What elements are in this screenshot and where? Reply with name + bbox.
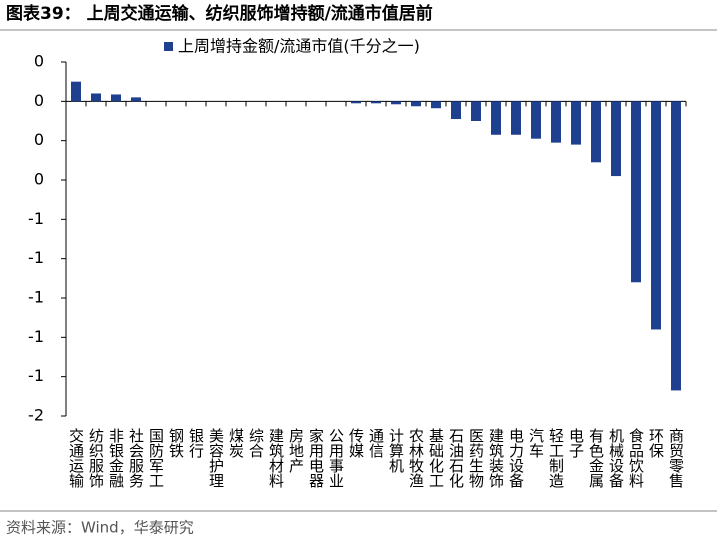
bar bbox=[511, 101, 521, 135]
bar bbox=[651, 101, 661, 330]
y-tick-label: 0 bbox=[34, 170, 44, 189]
y-tick-label: -2 bbox=[28, 406, 44, 425]
chart-title: 图表39： 上周交通运输、纺织服饰增持额/流通市值居前 bbox=[6, 3, 433, 24]
y-tick-label: -1 bbox=[28, 366, 44, 385]
x-tick-label: 有色金属 bbox=[587, 428, 605, 488]
x-tick-label: 美容护理 bbox=[207, 428, 225, 488]
y-tick-label: 0 bbox=[34, 130, 44, 149]
y-tick-label: -1 bbox=[28, 248, 44, 267]
x-tick-label: 计算机 bbox=[387, 428, 405, 474]
bar bbox=[351, 101, 361, 104]
bar bbox=[371, 101, 381, 104]
bar bbox=[611, 101, 621, 177]
bar bbox=[671, 101, 681, 391]
bar bbox=[131, 97, 141, 102]
bar bbox=[71, 81, 81, 102]
bar bbox=[551, 101, 561, 143]
x-tick-label: 银行 bbox=[187, 428, 205, 459]
x-tick-label: 钢铁 bbox=[167, 428, 185, 458]
x-tick-label: 医药生物 bbox=[467, 428, 485, 489]
x-tick-label: 基础化工 bbox=[427, 428, 445, 488]
bar bbox=[491, 101, 501, 135]
y-tick-label: -1 bbox=[28, 327, 44, 346]
x-tick-label: 煤炭 bbox=[227, 428, 245, 458]
bar bbox=[471, 101, 481, 121]
x-tick-label: 环保 bbox=[647, 428, 665, 458]
bar bbox=[451, 101, 461, 120]
x-tick-label: 房地产 bbox=[287, 428, 305, 473]
bar bbox=[91, 93, 101, 102]
x-tick-label: 农林牧渔 bbox=[407, 428, 425, 488]
y-tick-label: 0 bbox=[34, 91, 44, 110]
x-tick-label: 综合 bbox=[247, 428, 265, 458]
x-tick-label: 电子 bbox=[567, 428, 585, 458]
source: 资料来源：Wind，华泰研究 bbox=[6, 519, 194, 537]
bar bbox=[571, 101, 581, 145]
x-tick-label: 轻工制造 bbox=[547, 428, 565, 489]
x-tick-label: 汽车 bbox=[527, 428, 545, 458]
bar bbox=[591, 101, 601, 163]
x-tick-label: 交通运输 bbox=[67, 427, 85, 488]
x-tick-label: 食品饮料 bbox=[627, 428, 645, 488]
y-tick-label: -1 bbox=[28, 288, 44, 307]
x-tick-label: 建筑装饰 bbox=[487, 428, 505, 488]
bar bbox=[631, 101, 641, 283]
legend-label: 上周增持金额/流通市值(千分之一) bbox=[178, 37, 420, 56]
x-tick-label: 国防军工 bbox=[147, 428, 165, 488]
x-tick-label: 电力设备 bbox=[507, 428, 525, 488]
bar bbox=[431, 101, 441, 109]
bar bbox=[411, 101, 421, 107]
x-tick-label: 石油石化 bbox=[447, 428, 465, 488]
x-tick-label: 家用电器 bbox=[307, 428, 325, 488]
x-tick-label: 通信 bbox=[367, 428, 385, 458]
x-tick-label: 商贸零售 bbox=[667, 428, 685, 488]
x-tick-label: 社会服务 bbox=[127, 428, 145, 489]
bar bbox=[531, 101, 541, 139]
x-tick-label: 传媒 bbox=[347, 428, 365, 458]
bar bbox=[111, 94, 121, 102]
y-tick-label: 0 bbox=[34, 52, 44, 71]
x-tick-label: 纺织服饰 bbox=[87, 428, 105, 488]
x-tick-label: 机械设备 bbox=[607, 428, 625, 488]
bar bbox=[391, 101, 401, 105]
y-tick-label: -1 bbox=[28, 209, 44, 228]
x-tick-label: 非银金融 bbox=[107, 428, 125, 488]
x-tick-label: 建筑材料 bbox=[267, 428, 285, 488]
x-tick-label: 公用事业 bbox=[327, 428, 345, 488]
legend-swatch bbox=[164, 42, 173, 51]
